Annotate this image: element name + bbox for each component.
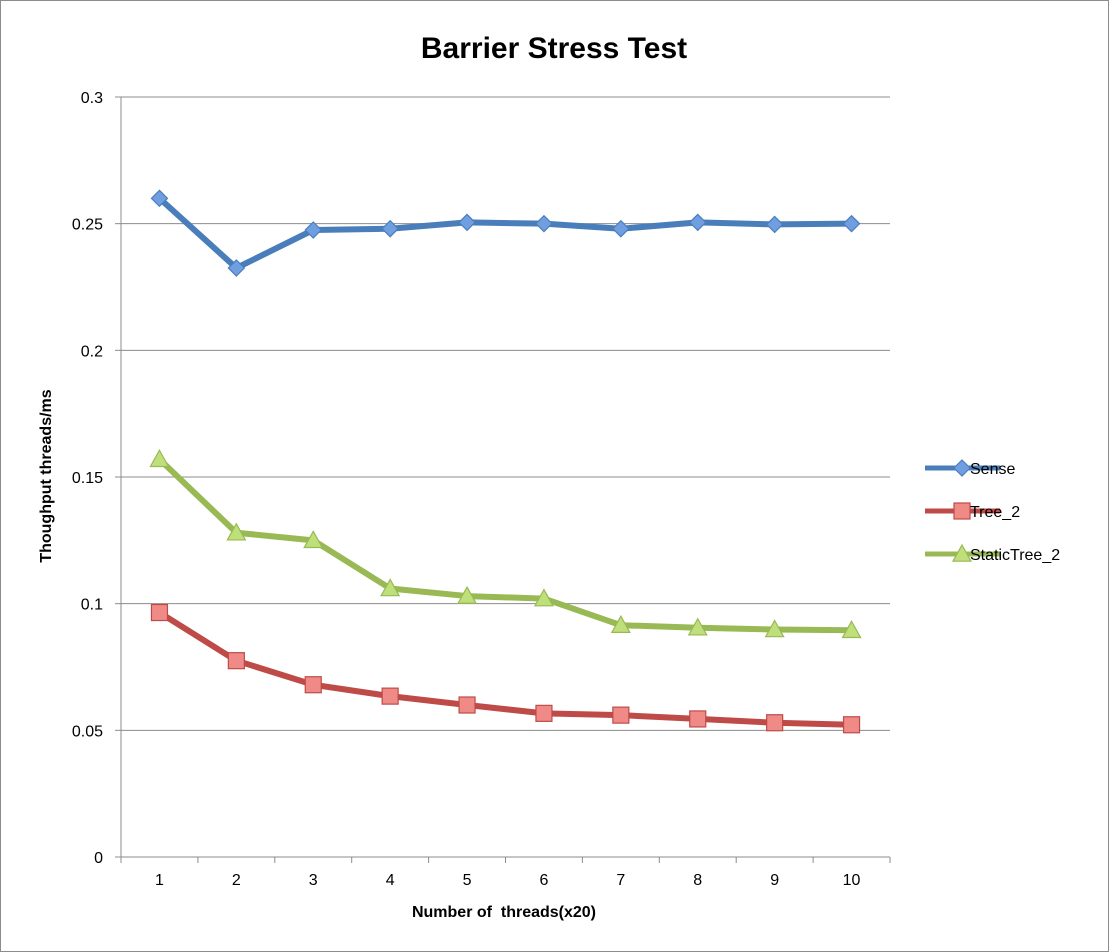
- legend-item-tree-2: Tree_2: [925, 502, 1020, 521]
- series-statictree-2: [149, 449, 862, 639]
- legend-label: Sense: [970, 461, 1015, 478]
- series-layer: [149, 189, 862, 734]
- sense-line: [156, 195, 855, 271]
- y-axis-label: Thoughput threads/ms: [38, 389, 55, 562]
- tree-2-point: [842, 716, 861, 734]
- x-tick-label: 2: [232, 872, 241, 889]
- tree-2-point: [150, 603, 169, 622]
- x-tick-label: 8: [693, 872, 702, 889]
- x-tick-label: 6: [539, 872, 548, 889]
- series-sense: [150, 189, 861, 277]
- statictree-2-legend-marker: [951, 543, 973, 562]
- sense-point: [150, 189, 169, 208]
- statictree-2-point: [610, 614, 631, 634]
- legend-label: Tree_2: [970, 504, 1020, 521]
- statictree-2-point: [303, 530, 324, 549]
- x-tick-label: 9: [770, 872, 779, 889]
- x-tick-label: 5: [463, 872, 472, 889]
- x-tick-label: 3: [309, 872, 318, 889]
- x-tick-label: 10: [843, 872, 861, 889]
- sense-point: [227, 259, 246, 277]
- sense-point: [381, 219, 399, 238]
- sense-point: [842, 214, 861, 233]
- x-axis-label: Number of threads(x20): [412, 904, 596, 921]
- y-tick-label: 0.2: [81, 343, 103, 360]
- tree-2-point: [689, 710, 707, 728]
- x-tick-label: 7: [616, 872, 625, 889]
- statictree-2-point: [841, 620, 862, 639]
- tree-2-point: [535, 704, 553, 722]
- statictree-2-point: [457, 585, 478, 604]
- tree-2-point: [458, 696, 476, 714]
- tree-2-legend-marker: [953, 502, 971, 520]
- y-tick-label: 0.25: [72, 217, 103, 234]
- chart-title: Barrier Stress Test: [421, 32, 687, 65]
- sense-legend-marker: [953, 459, 971, 477]
- y-tick-label: 0.3: [81, 90, 103, 107]
- sense-point: [688, 213, 707, 232]
- y-tick-label: 0.15: [72, 470, 103, 487]
- statictree-2-point: [764, 619, 785, 638]
- legend-label: StaticTree_2: [970, 547, 1060, 564]
- legend-item-statictree-2: StaticTree_2: [925, 543, 1060, 564]
- tree-2-point: [381, 687, 399, 705]
- sense-point: [304, 221, 323, 239]
- y-tick-label: 0.1: [81, 597, 103, 614]
- sense-point: [535, 214, 553, 233]
- sense-point: [458, 213, 476, 232]
- legend: Sense Tree_2 StaticTree_2: [925, 459, 1060, 564]
- tree-2-point: [612, 706, 630, 724]
- tree-2-point: [766, 714, 784, 732]
- sense-point: [765, 215, 784, 234]
- tree-2-line: [156, 609, 855, 728]
- series-tree-2: [150, 603, 861, 734]
- statictree-2-line: [156, 456, 855, 634]
- y-tick-label: 0: [94, 850, 103, 867]
- statictree-2-point: [149, 449, 170, 468]
- statictree-2-point: [533, 588, 554, 607]
- y-tick-label: 0.05: [72, 723, 103, 740]
- sense-point: [612, 219, 630, 238]
- x-tick-label: 4: [386, 872, 395, 889]
- legend-item-sense: Sense: [925, 459, 1015, 478]
- tree-2-point: [304, 676, 322, 694]
- statictree-2-point: [226, 522, 247, 541]
- statictree-2-point: [380, 578, 401, 597]
- tree-2-point: [227, 652, 245, 670]
- axes: 0 0.05 0.1 0.15 0.2 0.25 0.3 1 2 3 4 5 6 7 8 9 10: [72, 90, 891, 889]
- statictree-2-point: [687, 617, 708, 636]
- x-tick-label: 1: [155, 872, 164, 889]
